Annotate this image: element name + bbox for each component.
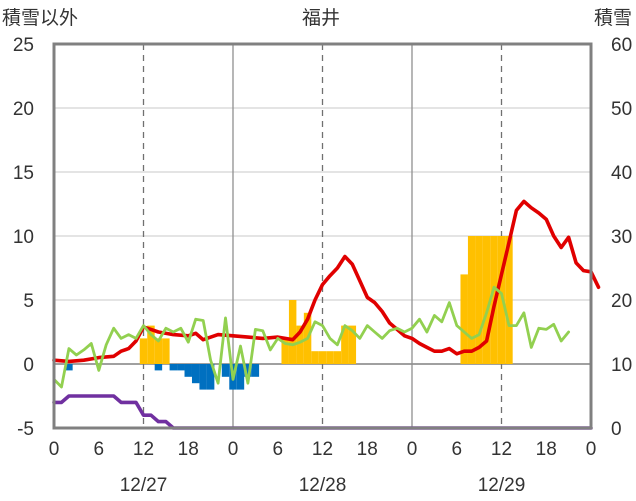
x-tick-label: 12 — [491, 439, 512, 460]
bar — [341, 325, 349, 364]
bar — [296, 325, 304, 364]
bar — [139, 338, 148, 364]
bar — [177, 364, 185, 371]
right-tick-label: 30 — [611, 227, 632, 248]
x-tick-label: 0 — [586, 439, 597, 460]
bar — [147, 325, 155, 364]
left-tick-label: 0 — [23, 355, 34, 376]
right-tick-label: 20 — [611, 291, 632, 312]
bar — [154, 364, 163, 371]
left-tick-label: 20 — [13, 99, 34, 120]
bar — [221, 364, 230, 377]
series-line — [52, 285, 570, 389]
bar — [206, 364, 215, 390]
bar — [482, 236, 491, 364]
right-axis-label: 積雪 — [594, 7, 632, 29]
x-day-label: 12/29 — [478, 475, 526, 496]
right-tick-label: 0 — [611, 419, 622, 440]
bar — [191, 364, 200, 384]
left-tick-label: -5 — [17, 419, 34, 440]
bar — [497, 236, 506, 364]
x-tick-label: 0 — [407, 439, 418, 460]
x-tick-label: 0 — [228, 439, 239, 460]
x-tick-label: 6 — [272, 439, 283, 460]
right-tick-label: 50 — [611, 99, 632, 120]
bar — [288, 300, 297, 364]
x-tick-label: 18 — [357, 439, 378, 460]
left-tick-label: 5 — [23, 291, 34, 312]
series-line — [52, 199, 601, 364]
x-tick-label: 0 — [49, 439, 60, 460]
bar — [199, 364, 207, 390]
bar — [460, 274, 468, 364]
bar — [244, 364, 252, 377]
x-tick-label: 18 — [536, 439, 557, 460]
bar — [169, 364, 178, 371]
x-tick-label: 12 — [133, 439, 154, 460]
bar — [505, 236, 513, 364]
bar — [311, 351, 319, 364]
left-tick-label: 15 — [13, 163, 34, 184]
x-tick-label: 6 — [93, 439, 104, 460]
x-tick-label: 18 — [178, 439, 199, 460]
plot-frame — [52, 42, 593, 430]
x-day-label: 12/27 — [120, 475, 168, 496]
bar — [475, 236, 483, 364]
bar — [318, 351, 327, 364]
bar — [162, 338, 170, 364]
chart-title: 福井 — [302, 7, 340, 29]
bar — [281, 338, 289, 364]
x-day-label: 12/28 — [299, 475, 347, 496]
bar — [184, 364, 192, 377]
right-tick-label: 10 — [611, 355, 632, 376]
bar — [326, 351, 334, 364]
bar — [65, 364, 73, 371]
left-tick-label: 25 — [13, 35, 34, 56]
bar — [467, 236, 476, 364]
x-tick-label: 6 — [451, 439, 462, 460]
right-tick-label: 40 — [611, 163, 632, 184]
left-axis-label: 積雪以外 — [2, 7, 78, 29]
series-layer — [52, 199, 601, 430]
bar — [333, 351, 342, 364]
series-line — [52, 394, 593, 430]
left-tick-label: 10 — [13, 227, 34, 248]
bar — [236, 364, 245, 390]
bar — [348, 325, 357, 364]
right-tick-label: 60 — [611, 35, 632, 56]
bar — [251, 364, 260, 377]
bar — [154, 338, 163, 364]
x-tick-label: 12 — [312, 439, 333, 460]
